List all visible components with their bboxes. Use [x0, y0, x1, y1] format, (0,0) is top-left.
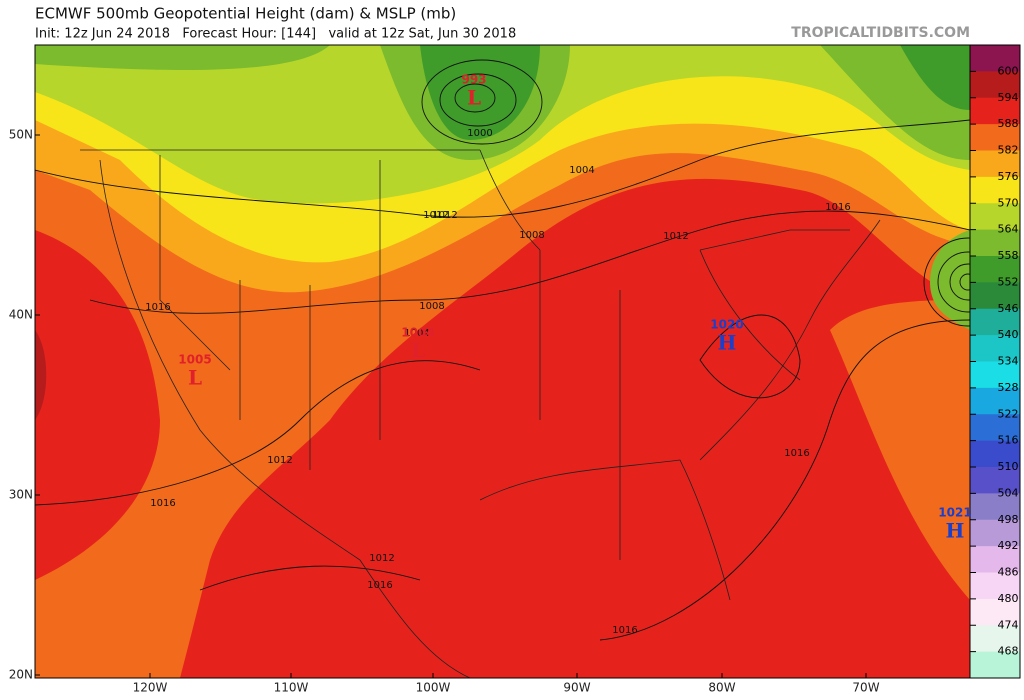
isobar-label: 1016: [367, 580, 392, 591]
colorbar-swatch: [970, 440, 1020, 468]
isobar-label: 1012: [369, 553, 394, 564]
lon-label: 120W: [133, 681, 168, 695]
isobar-label: 1016: [145, 302, 170, 313]
field-552: [420, 45, 970, 140]
colorbar-label: 594: [998, 91, 1019, 104]
lon-label: 70W: [852, 681, 879, 695]
field-588: [35, 230, 160, 580]
colorbar-swatch: [970, 572, 1020, 600]
colorbar-swatch: [970, 124, 1020, 151]
isobar-label: 1016: [150, 498, 175, 509]
colorbar-label: 564: [998, 223, 1019, 236]
colorbar-label: 522: [998, 407, 1019, 420]
colorbar-label: 546: [998, 302, 1019, 315]
lat-label: 30N: [9, 488, 33, 502]
colorbar-swatch: [970, 150, 1020, 178]
isobar-label: 1012: [432, 210, 457, 221]
isobar-label: 1004: [404, 328, 429, 339]
isobar-label: 1012: [423, 210, 448, 221]
colorbar-label: 492: [998, 539, 1019, 552]
field-582: [830, 300, 970, 600]
lat-label: 50N: [9, 128, 33, 142]
colorbar-swatch: [970, 519, 1020, 547]
colorbar-swatch: [970, 361, 1020, 389]
colorbar-label: 486: [998, 566, 1019, 579]
colorbar-label: 552: [998, 275, 1019, 288]
colorbar-label: 516: [998, 434, 1019, 447]
isobar-label: 1016: [825, 202, 850, 213]
lon-label: 110W: [274, 681, 309, 695]
colorbar-label: 600: [998, 64, 1019, 77]
colorbar-swatch: [970, 71, 1020, 99]
center-letter: H: [718, 331, 737, 355]
isobar-label: 1008: [419, 301, 444, 312]
colorbar-label: 576: [998, 170, 1019, 183]
colorbar-swatch: [970, 176, 1020, 204]
colorbar-label: 528: [998, 381, 1019, 394]
isobar-label: 1012: [267, 455, 292, 466]
lat-label: 20N: [9, 668, 33, 682]
watermark: TROPICALTIDBITS.COM: [791, 25, 970, 41]
lon-label: 90W: [563, 681, 590, 695]
center-value: 1005: [178, 353, 211, 367]
map-area: [35, 45, 970, 678]
colorbar-swatch: [970, 45, 1020, 72]
center-value: 1020: [710, 318, 743, 332]
isobar-label: 1008: [519, 230, 544, 241]
colorbar-label: 534: [998, 355, 1019, 368]
center-value: 993: [461, 73, 486, 87]
colorbar-label: 588: [998, 117, 1019, 130]
colorbar-swatch: [970, 203, 1020, 231]
center-value: 1004: [401, 326, 434, 340]
colorbar-swatch: [970, 256, 1020, 283]
colorbar-label: 570: [998, 196, 1019, 209]
colorbar-label: 558: [998, 249, 1019, 262]
colorbar-label: 582: [998, 144, 1019, 157]
borders: [80, 149, 881, 678]
colorbar-swatch: [970, 308, 1020, 336]
colorbar-swatch: [970, 625, 1020, 653]
colorbar: 600 594 588 582 576 570 564 558 552 546 540 534 528 5…: [969, 44, 1021, 679]
isobar-label: 1016: [784, 448, 809, 459]
title: ECMWF 500mb Geopotential Height (dam) & …: [35, 5, 456, 23]
colorbar-frame: [969, 44, 1021, 679]
colorbar-swatch: [970, 282, 1020, 310]
colorbar-swatch: [970, 546, 1020, 573]
colorbar-label: 480: [998, 592, 1019, 605]
colorbar-label: 468: [998, 645, 1019, 658]
center-letter: H: [946, 519, 965, 543]
colorbar-label: 474: [998, 618, 1019, 631]
colorbar-label: 540: [998, 328, 1019, 341]
colorbar-swatch: [970, 414, 1020, 442]
subtitle: Init: 12z Jun 24 2018 Forecast Hour: [14…: [35, 27, 516, 42]
isobar-label: 1012: [663, 231, 688, 242]
lon-label: 80W: [708, 681, 735, 695]
colorbar-label: 510: [998, 460, 1019, 473]
colorbar-swatch: [970, 651, 1020, 679]
isobar-label: 1004: [569, 165, 594, 176]
colorbar-swatch: [970, 598, 1020, 626]
center-letter: L: [411, 339, 425, 363]
center-letter: L: [467, 86, 481, 110]
isobar-label: 1000: [467, 128, 492, 139]
colorbar-swatch: [970, 387, 1020, 415]
lat-label: 40N: [9, 308, 33, 322]
isobar-label: 1016: [612, 625, 637, 636]
field-594: [35, 330, 47, 420]
colorbar-swatch: [970, 467, 1020, 494]
colorbar-swatch: [970, 493, 1020, 521]
colorbar-swatch: [970, 97, 1020, 125]
colorbar-label: 504: [998, 486, 1019, 499]
colorbar-swatch: [970, 335, 1020, 362]
colorbar-label: 498: [998, 513, 1019, 526]
lon-label: 100W: [416, 681, 451, 695]
colorbar-swatch: [970, 229, 1020, 257]
center-letter: L: [188, 366, 202, 390]
center-value: 1021: [938, 506, 971, 520]
isobars: [35, 59, 970, 641]
